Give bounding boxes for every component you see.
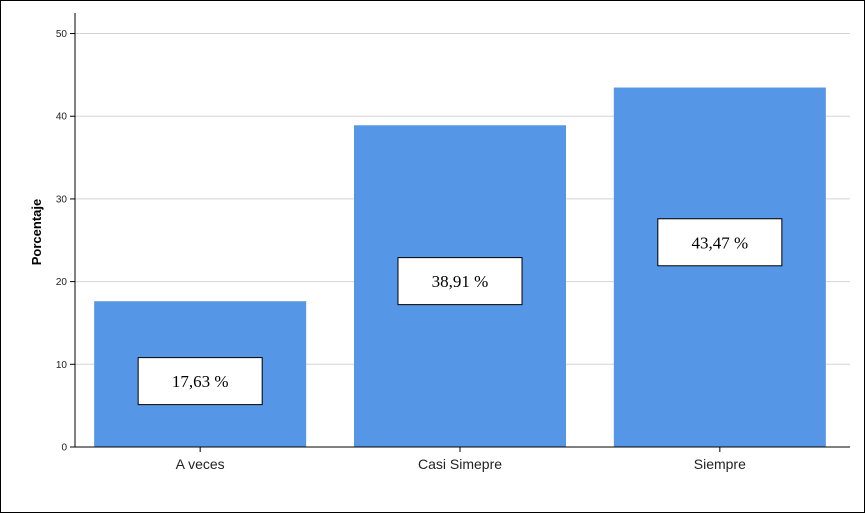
data-label: 17,63 % bbox=[137, 357, 263, 406]
y-tick-label: 40 bbox=[56, 112, 68, 123]
y-tick-label: 30 bbox=[56, 194, 68, 205]
bars bbox=[94, 87, 826, 448]
data-labels: 17,63 % 38,91 % 43,47 % bbox=[137, 218, 783, 406]
y-tick-label: 50 bbox=[56, 29, 68, 40]
data-label-text: 17,63 % bbox=[172, 372, 229, 391]
axes: 0 10 20 30 40 50 A veces Casi Simepre Siempre bbox=[56, 13, 850, 472]
data-label: 43,47 % bbox=[657, 218, 783, 267]
data-label-box bbox=[137, 357, 263, 406]
data-label-text: 38,91 % bbox=[432, 272, 489, 291]
x-tick-label: A veces bbox=[176, 456, 225, 472]
data-label-text: 43,47 % bbox=[691, 233, 748, 252]
y-tick-label: 20 bbox=[56, 277, 68, 288]
y-axis-label: Porcentaje bbox=[29, 199, 44, 265]
bar bbox=[613, 87, 826, 448]
data-label-box bbox=[657, 218, 783, 267]
y-tick-label: 0 bbox=[61, 443, 67, 454]
data-label-box bbox=[397, 257, 523, 306]
x-tick-label: Casi Simepre bbox=[418, 456, 502, 472]
x-tick-label: Siempre bbox=[694, 456, 746, 472]
y-tick-label: 10 bbox=[56, 360, 68, 371]
data-label: 38,91 % bbox=[397, 257, 523, 306]
